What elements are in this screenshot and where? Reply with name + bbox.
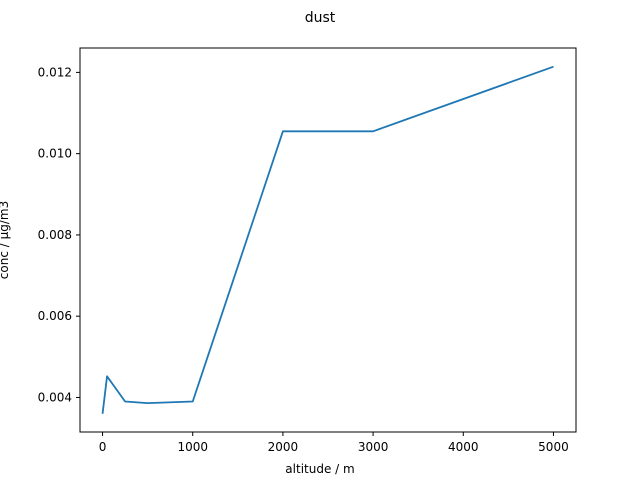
x-axis-ticks: 0 1000 2000 3000 4000 5000 [99,432,569,454]
series-line [101,65,554,414]
x-axis-label: altitude / m [285,462,354,476]
x-tick-label: 1000 [177,440,208,454]
chart-title: dust [305,10,336,26]
y-tick-label: 0.010 [38,147,72,161]
y-tick-label: 0.006 [38,309,72,323]
x-tick-label: 5000 [538,440,569,454]
x-tick-label: 0 [99,440,107,454]
x-tick-label: 3000 [358,440,389,454]
y-axis-label: conc / µg/m3 [0,201,11,279]
plot-lines [101,65,554,414]
y-tick-label: 0.008 [38,228,72,242]
y-tick-label: 0.004 [38,390,72,404]
y-axis-ticks: 0.004 0.006 0.008 0.010 0.012 [38,65,80,404]
x-tick-label: 2000 [268,440,299,454]
x-tick-label: 4000 [448,440,479,454]
plot-area-frame [79,47,577,433]
y-tick-label: 0.012 [38,65,72,79]
